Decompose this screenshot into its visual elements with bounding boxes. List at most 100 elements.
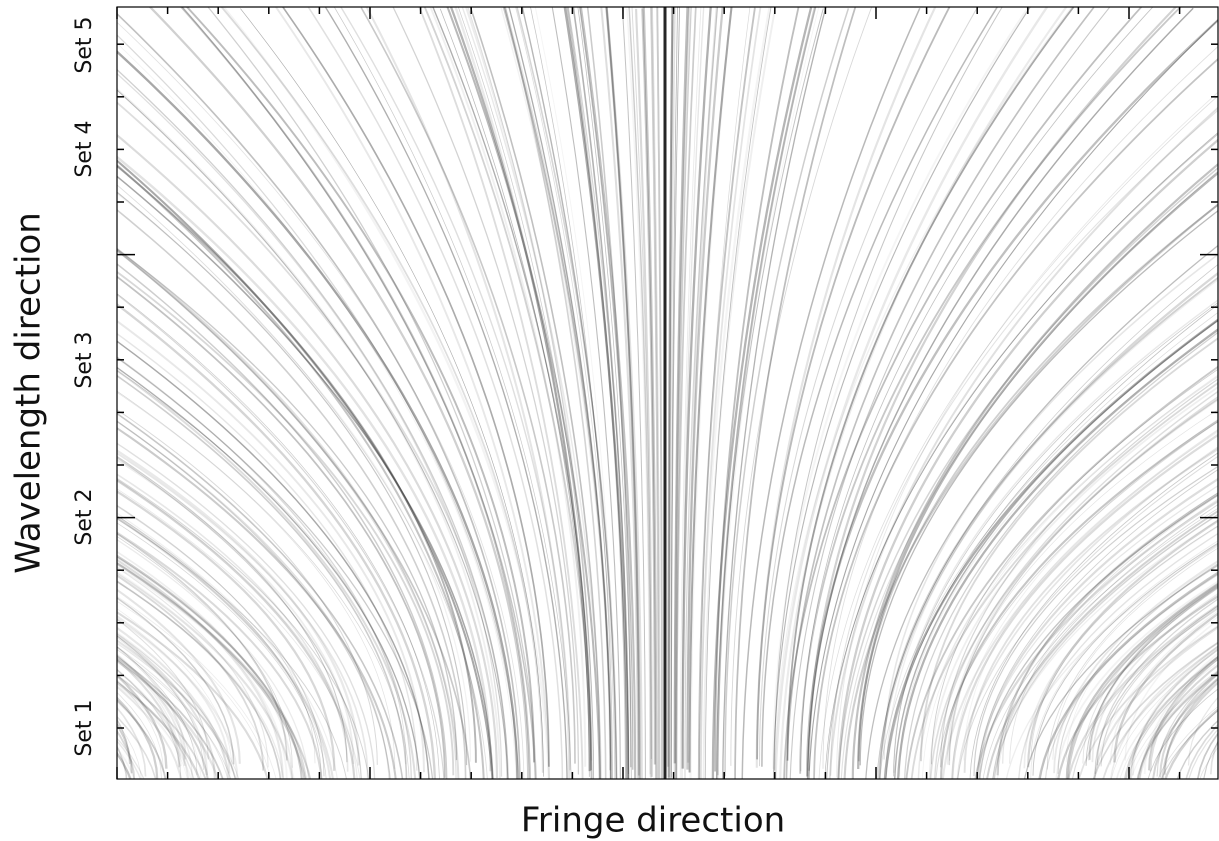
fringe	[1027, 519, 1218, 768]
y-axis-label: Wavelength direction	[9, 212, 49, 574]
fringe	[117, 517, 332, 779]
fringe	[465, 7, 593, 761]
fringe	[1157, 706, 1218, 779]
fringe	[755, 7, 937, 768]
fringe	[893, 302, 1218, 777]
fringe-image	[0, 7, 1218, 809]
fringe	[730, 7, 873, 766]
fringe	[274, 7, 551, 779]
fringe	[117, 133, 499, 779]
fringe	[1188, 728, 1218, 779]
fringe	[1046, 543, 1218, 770]
fringe	[674, 7, 690, 779]
fringe	[461, 7, 603, 779]
fringe	[605, 7, 643, 779]
fringe	[851, 162, 1218, 779]
y-category-label: Set 1	[72, 699, 97, 756]
fringe	[117, 632, 236, 779]
fringe	[979, 494, 1218, 779]
fringe	[1176, 719, 1218, 779]
fringe	[698, 7, 771, 779]
fringe	[181, 7, 537, 779]
fringe	[1044, 573, 1218, 779]
fringe	[360, 7, 576, 764]
fringe	[117, 505, 325, 777]
fringe	[117, 426, 397, 779]
fringe	[1005, 544, 1218, 779]
fringe	[0, 653, 115, 809]
fringe	[117, 654, 182, 767]
fringe	[905, 365, 1218, 779]
fringe	[117, 646, 229, 779]
fringe	[530, 7, 613, 779]
fringe	[117, 293, 445, 779]
fringe	[117, 155, 492, 772]
fringe	[982, 507, 1218, 779]
fringe	[876, 264, 1218, 779]
fringe	[117, 653, 186, 766]
fringe	[500, 7, 612, 779]
fringe	[586, 7, 632, 768]
fringe	[1125, 658, 1218, 779]
fringe	[922, 374, 1218, 779]
fringe	[1124, 619, 1218, 761]
fringe	[1100, 606, 1218, 767]
fringe	[117, 452, 369, 779]
fringe	[799, 7, 1182, 774]
fringe	[117, 774, 119, 779]
fringe	[579, 7, 637, 779]
fringe	[117, 562, 306, 779]
y-category-label: Set 5	[72, 16, 97, 73]
fringe	[840, 170, 1218, 779]
fringe	[1163, 678, 1218, 775]
fringe	[859, 209, 1218, 766]
fringe	[117, 617, 239, 779]
fringe	[976, 469, 1218, 779]
plot-frame	[116, 6, 1219, 780]
fringe	[117, 458, 355, 764]
fringe	[699, 7, 751, 779]
fringe	[946, 398, 1218, 765]
fringe	[449, 7, 591, 772]
fringe	[469, 7, 601, 779]
fringe	[697, 7, 756, 779]
fringe	[392, 7, 580, 775]
fringe	[117, 270, 455, 776]
fringe	[741, 7, 921, 779]
fringe	[117, 729, 136, 779]
fringe	[577, 7, 632, 779]
fringe	[808, 19, 1218, 779]
fringe	[117, 649, 232, 779]
fringe	[1156, 670, 1218, 777]
fringe	[714, 7, 800, 772]
fringe	[651, 7, 661, 779]
fringe	[117, 442, 376, 779]
fringe	[779, 7, 1068, 779]
fringe	[951, 433, 1218, 779]
fringe	[1039, 572, 1218, 779]
fringe	[843, 203, 1218, 779]
fringe	[963, 447, 1218, 773]
fringe	[656, 7, 663, 779]
fringe	[675, 7, 692, 779]
fringe	[670, 7, 678, 779]
fringe	[117, 659, 219, 779]
fringe	[117, 751, 132, 779]
fringe	[117, 515, 334, 779]
fringe	[1067, 585, 1218, 779]
fringe	[446, 7, 601, 779]
fringe	[1160, 709, 1218, 779]
fringe	[117, 715, 157, 779]
fringe	[883, 318, 1218, 779]
fringe	[939, 378, 1218, 768]
fringe	[423, 7, 593, 779]
fringe	[563, 7, 630, 779]
fringe	[681, 7, 705, 779]
fringe	[117, 490, 336, 771]
fringe	[1119, 662, 1218, 779]
fringe	[667, 7, 674, 767]
ticks	[116, 7, 1218, 779]
fringe	[1030, 525, 1218, 760]
fringe	[117, 561, 312, 779]
fringe	[806, 7, 1194, 779]
